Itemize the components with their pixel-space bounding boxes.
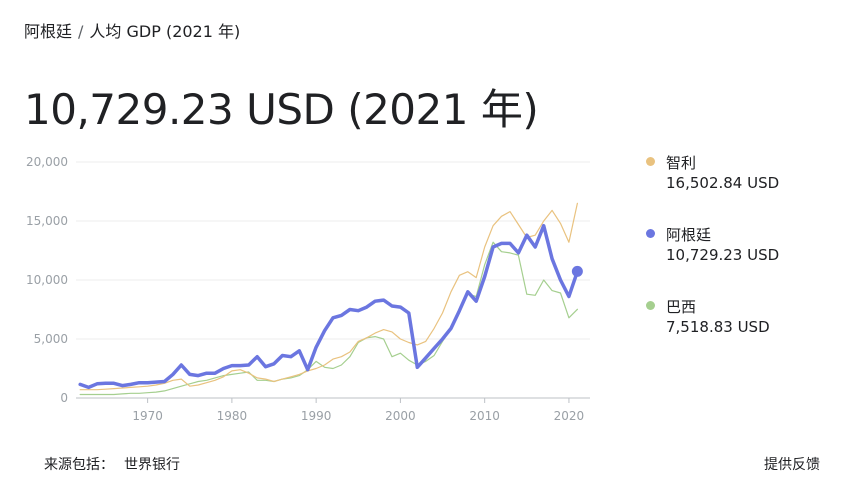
legend-name: 巴西 <box>666 298 697 316</box>
x-tick-label: 1980 <box>217 409 248 423</box>
legend-name: 阿根廷 <box>666 226 712 244</box>
legend-item-argentina[interactable]: 阿根廷 10,729.23 USD <box>646 224 846 296</box>
legend-value: 10,729.23 USD <box>666 246 780 264</box>
legend-name: 智利 <box>666 154 697 172</box>
gdp-line-chart: 0 5,000 10,000 15,000 20,000 1970 1980 1990 2000… <box>26 155 590 423</box>
legend-item-chile[interactable]: 智利 16,502.84 USD <box>646 152 846 224</box>
source-label: 来源包括： <box>44 457 114 473</box>
chart-legend: 智利 16,502.84 USD 阿根廷 10,729.23 USD 巴西 7,… <box>646 152 846 368</box>
y-tick-label: 10,000 <box>26 273 68 287</box>
legend-dot-icon <box>646 157 655 166</box>
legend-value: 7,518.83 USD <box>666 318 770 336</box>
legend-dot-icon <box>646 229 655 238</box>
legend-item-brazil[interactable]: 巴西 7,518.83 USD <box>646 296 846 368</box>
y-tick-label: 5,000 <box>34 332 68 346</box>
series-line-brazil <box>79 241 579 396</box>
breadcrumb-country[interactable]: 阿根廷 <box>24 22 73 41</box>
x-tick-label: 2020 <box>554 409 585 423</box>
series-line-chile <box>79 202 579 391</box>
y-tick-label: 0 <box>60 391 68 405</box>
y-tick-label: 20,000 <box>26 155 68 169</box>
breadcrumb-separator: / <box>78 22 84 41</box>
feedback-link[interactable]: 提供反馈 <box>764 457 820 473</box>
breadcrumb-metric: 人均 GDP (2021 年) <box>89 22 241 41</box>
legend-dot-icon <box>646 301 655 310</box>
x-tick-label: 1990 <box>301 409 332 423</box>
source-attribution: 来源包括： 世界银行 <box>44 454 180 474</box>
legend-value: 16,502.84 USD <box>666 174 780 192</box>
y-tick-label: 15,000 <box>26 214 68 228</box>
breadcrumb: 阿根廷 / 人均 GDP (2021 年) <box>24 18 240 42</box>
x-tick-label: 2000 <box>385 409 416 423</box>
series-line-argentina <box>78 223 580 390</box>
headline-value: 10,729.23 USD (2021 年) <box>24 85 539 134</box>
source-link[interactable]: 世界银行 <box>124 457 180 473</box>
x-tick-label: 2010 <box>469 409 500 423</box>
x-tick-label: 1970 <box>132 409 163 423</box>
series-end-point-argentina <box>571 265 583 277</box>
